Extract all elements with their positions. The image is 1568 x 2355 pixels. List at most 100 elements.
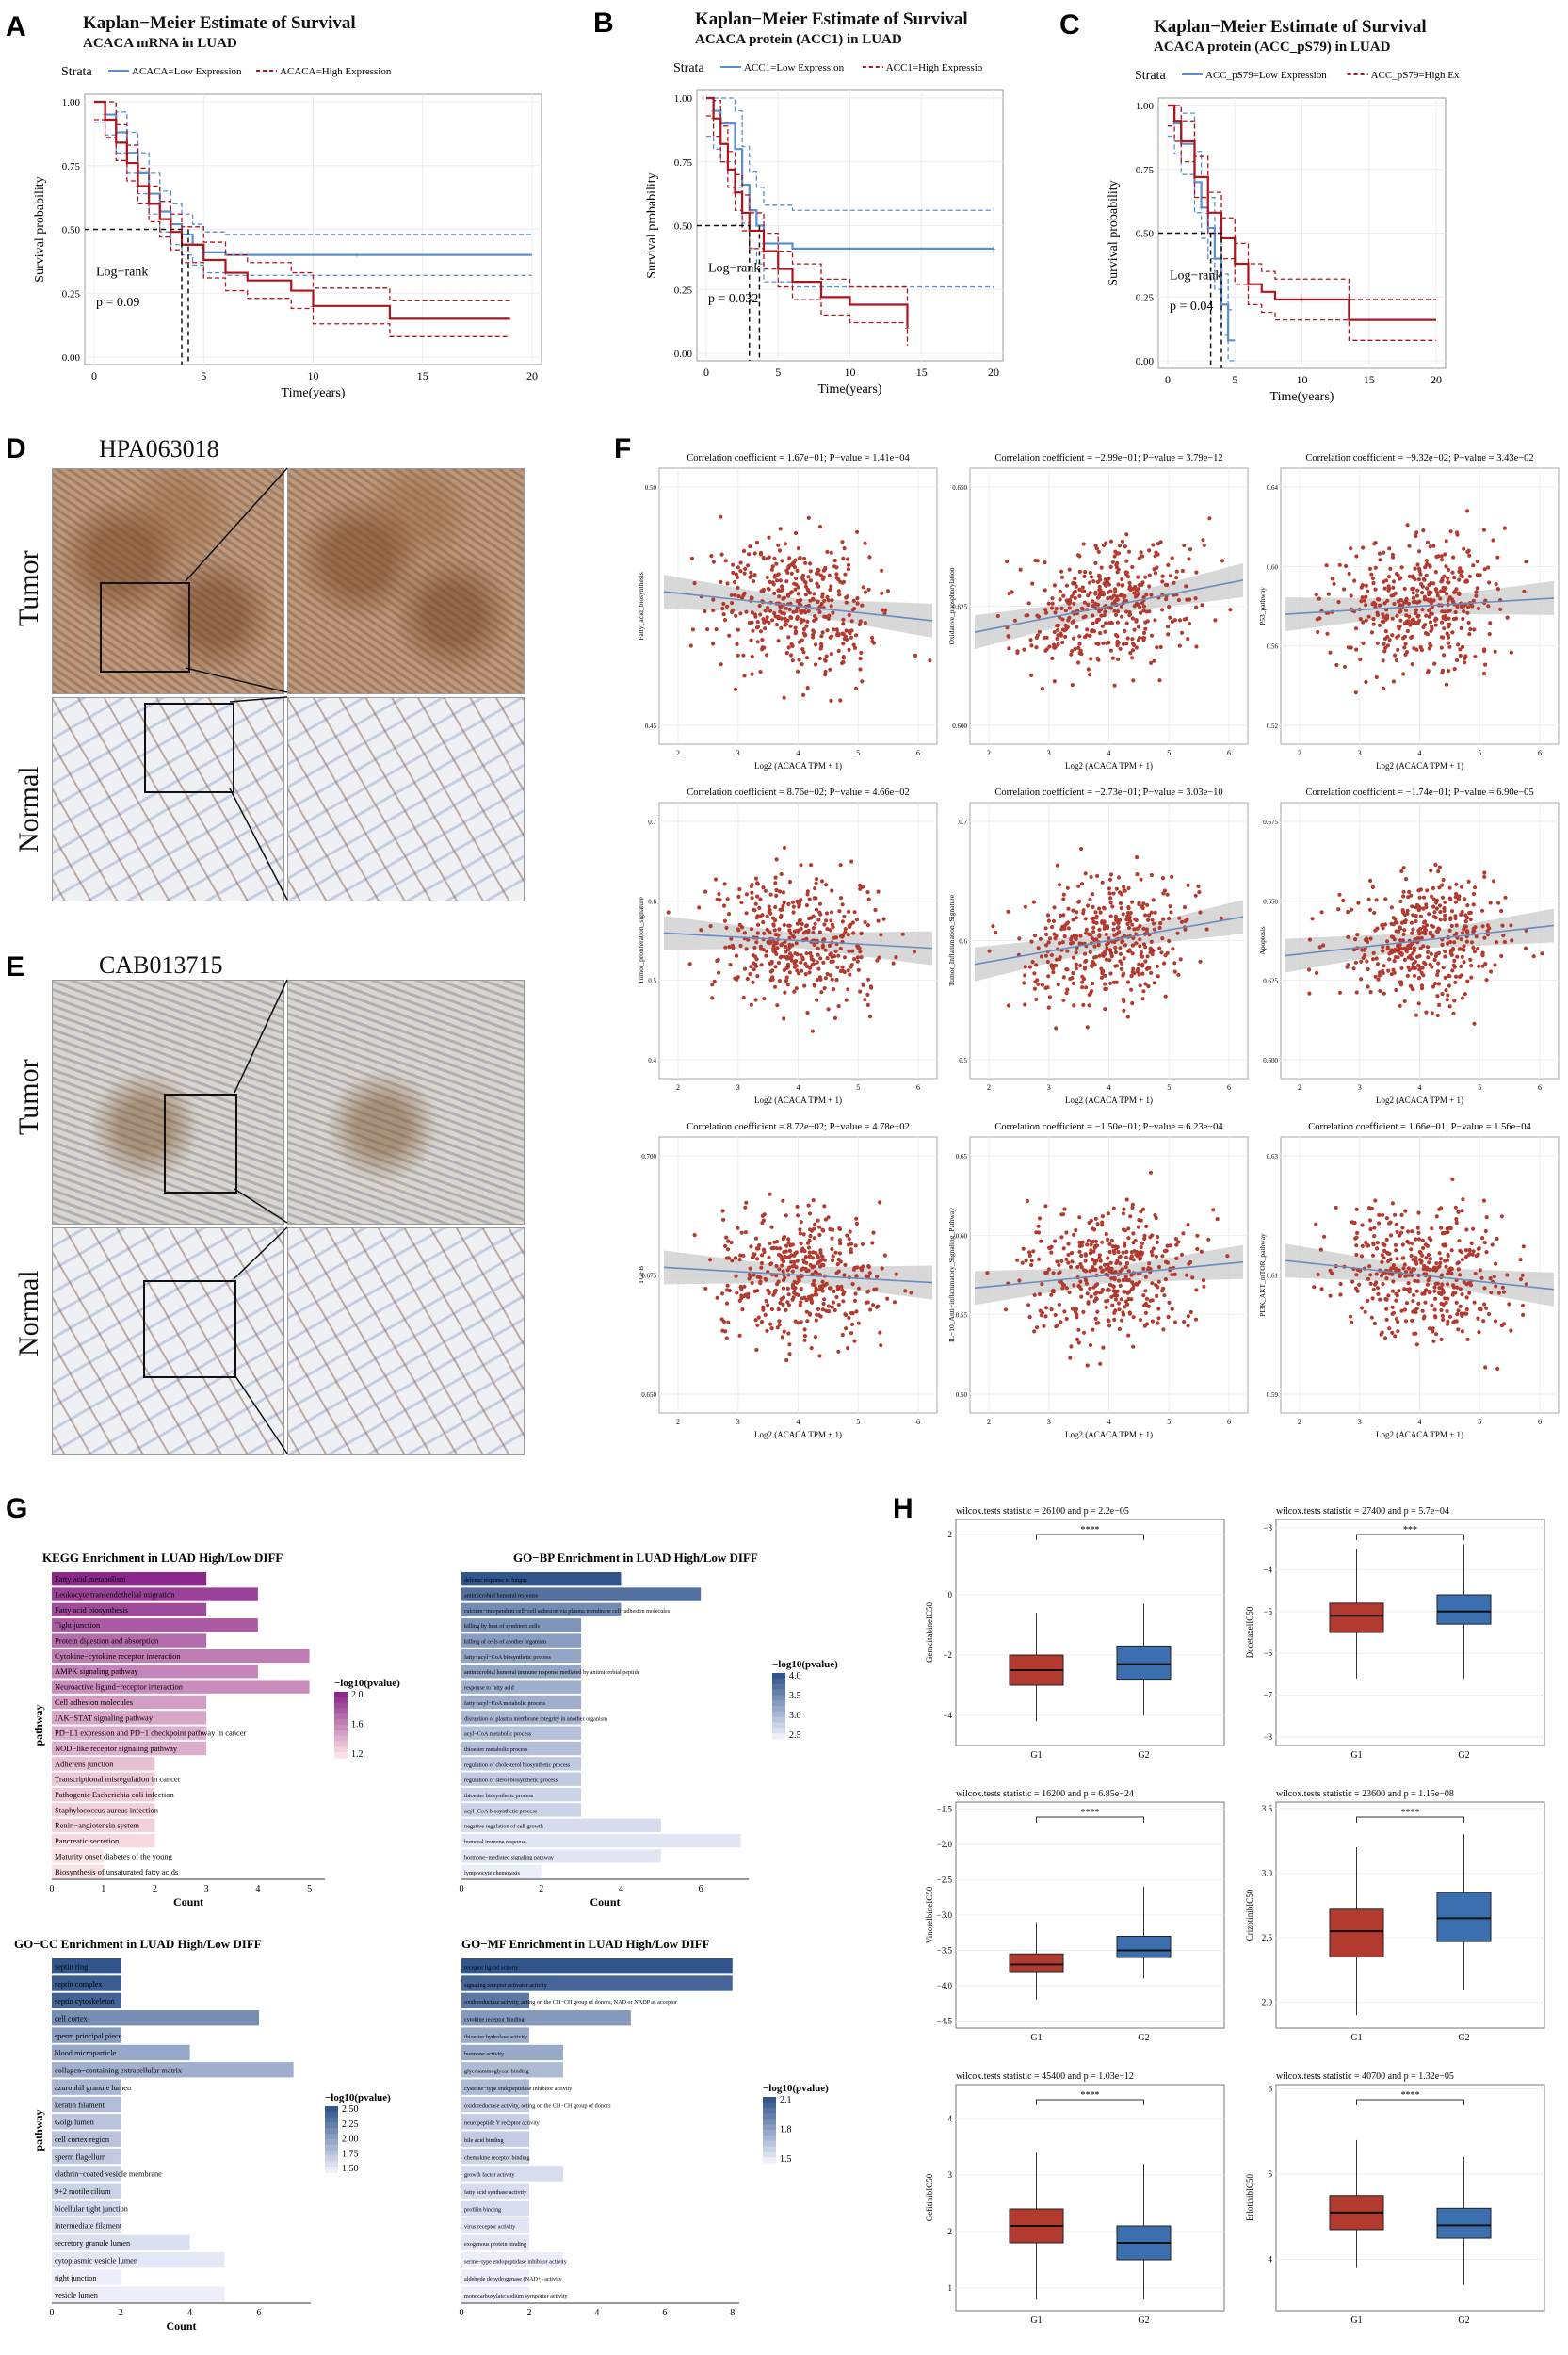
data-point — [1075, 625, 1079, 629]
data-point — [717, 892, 721, 897]
data-point — [851, 598, 856, 603]
strata-label: Strata — [1135, 69, 1166, 83]
bar-label: acyl−CoA metabolic process — [464, 1731, 532, 1738]
data-point — [1398, 597, 1403, 603]
bar — [461, 1787, 582, 1802]
legend-low-label: ACC1=Low Expression — [744, 62, 845, 73]
data-point — [1141, 609, 1146, 613]
data-point — [1085, 627, 1090, 632]
data-point — [1465, 509, 1470, 513]
data-point — [805, 892, 810, 897]
x-tick-label: 0 — [460, 1884, 464, 1894]
x-tick-label: 6 — [1538, 1418, 1542, 1426]
data-point — [849, 1310, 854, 1316]
data-point — [823, 948, 828, 952]
data-point — [1442, 609, 1447, 614]
data-point — [1124, 918, 1129, 922]
data-point — [1484, 1250, 1489, 1255]
data-point — [1342, 664, 1348, 669]
data-point — [1012, 618, 1017, 623]
data-point — [832, 1015, 838, 1020]
data-point — [1369, 630, 1374, 635]
data-point — [792, 565, 798, 570]
y-tick-label: −1.5 — [937, 1805, 953, 1814]
data-point — [1123, 1265, 1128, 1270]
data-point — [1107, 1269, 1112, 1274]
data-point — [1049, 1292, 1054, 1297]
plot-frame — [1275, 1801, 1545, 2029]
data-point — [1117, 1307, 1122, 1312]
data-point — [834, 978, 839, 983]
data-point — [1411, 951, 1415, 956]
bar-label: intermediate filament — [55, 2222, 122, 2231]
data-point — [1520, 1273, 1525, 1277]
bar — [52, 1711, 207, 1725]
data-point — [689, 556, 694, 560]
data-point — [1045, 985, 1050, 990]
data-point — [803, 584, 809, 589]
data-point — [1139, 950, 1143, 955]
data-point — [1107, 936, 1111, 941]
data-point — [1037, 1230, 1042, 1235]
data-point — [1457, 947, 1462, 951]
data-point — [1115, 620, 1120, 625]
data-point — [788, 614, 793, 620]
data-point — [1022, 647, 1026, 652]
data-point — [1347, 571, 1351, 577]
data-point — [1457, 577, 1462, 582]
data-point — [1429, 869, 1433, 873]
data-point — [852, 645, 857, 650]
data-point — [1384, 1317, 1389, 1322]
x-tick-label: 3 — [736, 1083, 740, 1092]
normal-tissue-overview — [52, 697, 284, 901]
data-point — [1049, 952, 1054, 958]
data-point — [797, 658, 801, 662]
data-point — [782, 695, 786, 700]
data-point — [1418, 572, 1423, 577]
data-point — [788, 951, 793, 956]
data-point — [1130, 1280, 1135, 1285]
data-point — [840, 660, 845, 666]
data-point — [780, 584, 784, 589]
data-point — [1422, 1263, 1427, 1269]
data-point — [1453, 900, 1458, 904]
data-point — [1447, 885, 1452, 890]
zoom-box — [143, 1280, 236, 1378]
data-point — [1353, 626, 1359, 631]
data-point — [1428, 620, 1433, 625]
data-point — [1186, 1314, 1190, 1319]
data-point — [1417, 932, 1422, 936]
data-point — [1063, 634, 1068, 639]
x-tick-label: G1 — [1030, 2315, 1042, 2326]
data-point — [1101, 641, 1106, 645]
data-point — [1064, 1316, 1069, 1322]
data-point — [1398, 609, 1402, 614]
x-tick-label: 3 — [736, 749, 740, 757]
data-point — [1437, 1251, 1442, 1256]
data-point — [736, 565, 740, 570]
data-point — [819, 1258, 824, 1262]
panel-letter-f: F — [614, 433, 632, 464]
data-point — [1146, 984, 1151, 989]
data-point — [1067, 1290, 1072, 1294]
scatter-title: Correlation coefficient = −2.73e−01; P−v… — [994, 788, 1222, 798]
data-point — [1138, 944, 1142, 949]
data-point — [1444, 1243, 1448, 1248]
data-point — [1058, 597, 1062, 602]
data-point — [1143, 982, 1148, 986]
data-point — [866, 587, 871, 592]
data-point — [1104, 932, 1108, 937]
data-point — [1193, 893, 1198, 898]
data-point — [1467, 632, 1472, 637]
data-point — [1130, 648, 1136, 653]
data-point — [1035, 1325, 1040, 1330]
x-axis-label: Count — [166, 2319, 196, 2332]
data-point — [838, 896, 844, 901]
data-point — [827, 573, 832, 577]
bar — [461, 1741, 582, 1756]
data-point — [815, 1312, 819, 1317]
data-point — [1401, 894, 1406, 899]
legend-gradient-step — [763, 2152, 776, 2158]
data-point — [1075, 1265, 1080, 1270]
data-point — [813, 1283, 817, 1288]
